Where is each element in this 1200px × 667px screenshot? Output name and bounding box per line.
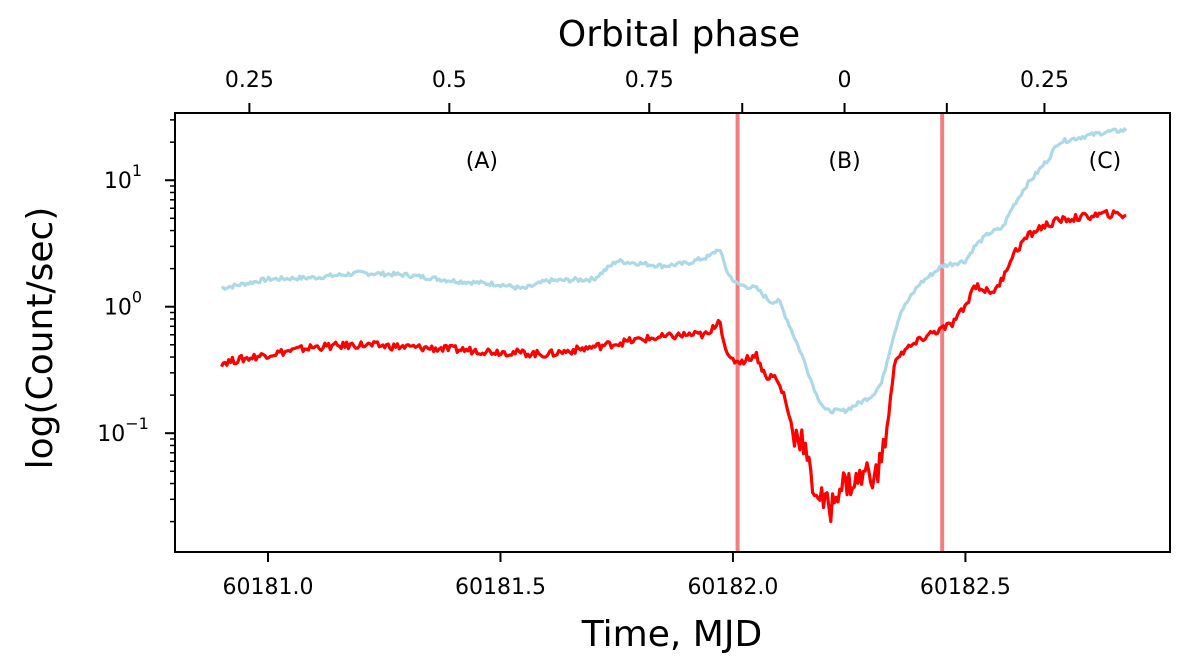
y-tick-label-0: 10−1 — [97, 414, 149, 447]
x-axis-title: Time, MJD — [581, 614, 762, 655]
top-tick-label-0: 0.25 — [225, 68, 274, 93]
y-axis-ticks: 10−1 100 101 — [97, 119, 175, 523]
x-tick-label-0: 60181.0 — [222, 575, 313, 600]
top-axis-ticks: 0.25 0.5 0.75 0 0.25 — [225, 68, 1069, 113]
top-axis-title: Orbital phase — [558, 14, 800, 55]
plot-frame — [174, 112, 1171, 553]
x-tick-label-1: 60181.5 — [455, 575, 546, 600]
phase-boundary-lines — [735, 113, 945, 552]
top-tick-label-2: 0.75 — [625, 68, 674, 93]
top-tick-label-1: 0.5 — [432, 68, 467, 93]
y-tick-label-1: 100 — [104, 288, 142, 321]
y-tick-label-2: 101 — [104, 161, 142, 194]
x-tick-label-3: 60182.5 — [920, 575, 1011, 600]
y-axis-title: log(Count/sec) — [20, 207, 61, 470]
x-axis-ticks: 60181.0 60181.5 60182.0 60182.5 — [222, 552, 1011, 600]
region-labels: (A) (B) (C) — [466, 149, 1121, 174]
x-tick-label-2: 60182.0 — [687, 575, 778, 600]
region-label-0: (A) — [466, 149, 498, 174]
top-tick-label-4: 0 — [838, 68, 852, 93]
top-tick-label-6: 0.25 — [1020, 68, 1069, 93]
series-group — [220, 127, 1128, 524]
region-label-1: (B) — [828, 149, 860, 174]
series-light-blue — [220, 127, 1128, 415]
region-label-2: (C) — [1089, 149, 1122, 174]
series-red — [220, 209, 1127, 524]
